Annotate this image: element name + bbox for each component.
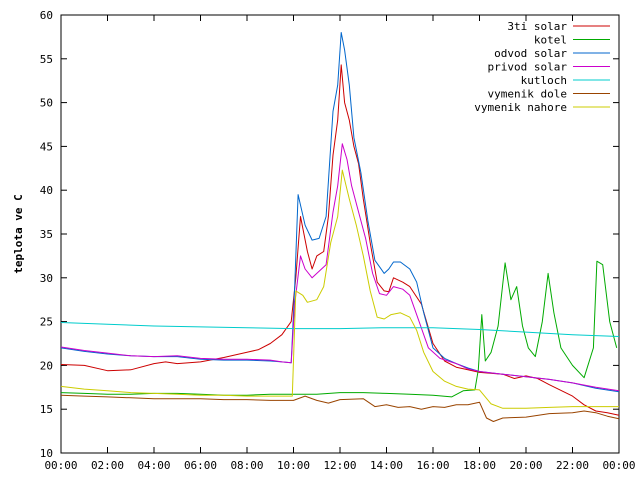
y-tick-label: 60: [40, 9, 53, 22]
x-tick-label: 18:00: [463, 459, 496, 472]
x-tick-label: 04:00: [137, 459, 170, 472]
y-tick-label: 55: [40, 53, 53, 66]
legend-label: privod solar: [488, 61, 568, 74]
x-tick-label: 00:00: [44, 459, 77, 472]
x-axis: 00:00 02:00 04:00 06:00 08:00 10:00 12:00 14:00…: [44, 15, 636, 472]
x-tick-label: 16:00: [416, 459, 449, 472]
legend-label: vymenik nahore: [474, 101, 567, 114]
legend-label: vymenik dole: [488, 88, 567, 101]
x-tick-label: 06:00: [184, 459, 217, 472]
series-line-6: [60, 169, 619, 409]
y-tick-label: 15: [40, 403, 53, 416]
series-line-0: [60, 64, 620, 416]
x-tick-label: 20:00: [509, 459, 542, 472]
series-line-4: [60, 322, 620, 337]
legend-label: kotel: [534, 34, 567, 47]
x-tick-label: 10:00: [277, 459, 310, 472]
x-tick-label: 00:00: [602, 459, 635, 472]
legend-label: odvod solar: [494, 47, 567, 60]
y-tick-label: 25: [40, 316, 53, 329]
y-tick-label: 50: [40, 97, 53, 110]
series-layer: [60, 32, 620, 422]
legend-label: 3ti solar: [507, 20, 567, 33]
x-tick-label: 22:00: [556, 459, 589, 472]
y-tick-label: 10: [40, 447, 53, 460]
y-tick-label: 20: [40, 359, 53, 372]
series-line-2: [60, 32, 620, 393]
y-tick-label: 45: [40, 140, 53, 153]
x-tick-label: 02:00: [91, 459, 124, 472]
y-tick-label: 40: [40, 184, 53, 197]
y-axis-label: teplota ve C: [12, 194, 25, 273]
series-line-3: [60, 143, 620, 392]
x-tick-label: 12:00: [323, 459, 356, 472]
y-tick-label: 30: [40, 272, 53, 285]
x-tick-label: 08:00: [230, 459, 263, 472]
legend-label: kutloch: [521, 74, 567, 87]
y-axis: 10 15 20 25 30 35 40 45 50 55 60: [40, 9, 619, 460]
x-tick-label: 14:00: [370, 459, 403, 472]
y-tick-label: 35: [40, 228, 53, 241]
series-line-5: [60, 394, 620, 422]
